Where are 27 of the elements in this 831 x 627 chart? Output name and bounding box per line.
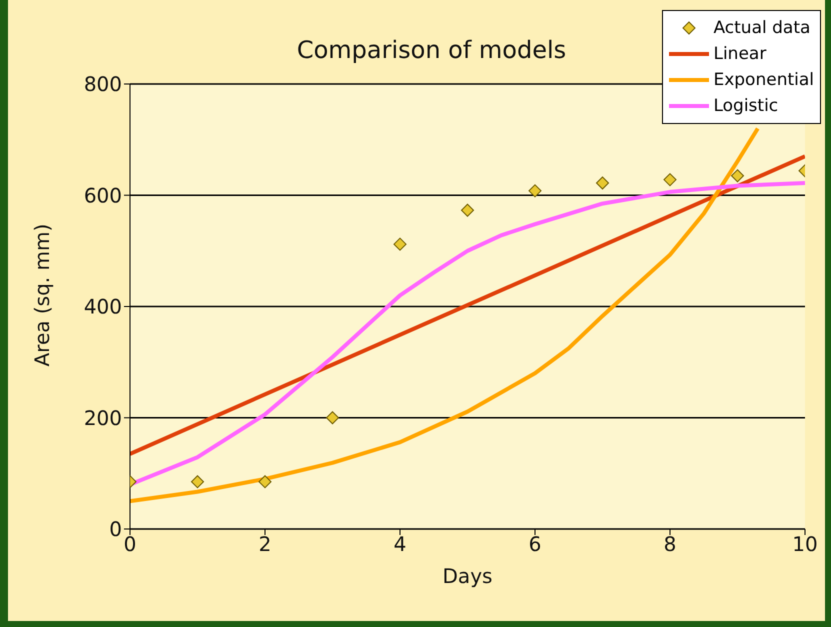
y-tick-label: 0 bbox=[109, 517, 122, 542]
y-tick-label: 600 bbox=[84, 183, 122, 208]
point bbox=[664, 173, 676, 186]
y-tick-label: 800 bbox=[84, 72, 122, 96]
legend-label: Logistic bbox=[713, 95, 778, 118]
y-tick-label: 400 bbox=[84, 294, 122, 319]
point bbox=[528, 184, 542, 198]
legend-label: Linear bbox=[713, 43, 766, 66]
line-series bbox=[130, 126, 760, 504]
point bbox=[461, 204, 474, 217]
legend-label: Exponential bbox=[713, 69, 814, 92]
x-tick-label: 8 bbox=[664, 532, 676, 556]
point bbox=[394, 238, 406, 251]
legend-label: Actual data bbox=[713, 17, 810, 40]
x-tick-label: 4 bbox=[394, 532, 406, 556]
y-tick-label: 200 bbox=[84, 406, 122, 430]
point bbox=[191, 475, 204, 488]
x-axis-title: Days bbox=[442, 564, 492, 588]
point bbox=[326, 411, 339, 424]
point bbox=[596, 176, 609, 190]
x-tick-label: 2 bbox=[258, 532, 272, 556]
x-tick-label: 6 bbox=[528, 532, 542, 556]
point bbox=[258, 475, 272, 488]
x-tick-label: 10 bbox=[792, 532, 818, 556]
point bbox=[731, 169, 744, 182]
y-axis-title: Area (sq. mm) bbox=[30, 224, 54, 366]
chart-title: Comparison of models bbox=[296, 36, 566, 64]
